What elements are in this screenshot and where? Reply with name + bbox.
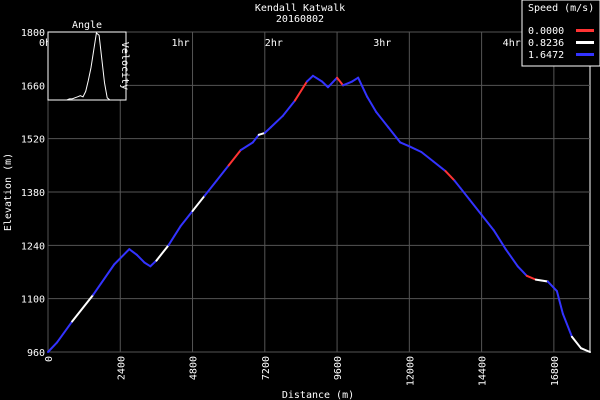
legend-swatch [576,53,594,56]
profile-segment [135,253,146,264]
profile-segment [128,248,138,256]
legend-swatch [576,41,594,44]
legend-label: 0.0000 [528,26,564,37]
profile-segment [321,80,330,89]
profile-segment [432,160,447,173]
y-tick-label: 1240 [21,241,45,252]
profile-segment [420,151,435,163]
y-tick-label: 1800 [21,28,45,39]
profile-segment [251,133,260,144]
y-axis-label: Elevation (m) [3,153,14,231]
inset-frame [47,31,127,101]
profile-segment [525,274,537,281]
profile-segment [399,141,411,148]
profile-segment [408,145,423,153]
profile-segment [468,198,483,216]
profile-segment [47,341,59,353]
profile-segment [203,179,218,197]
profile-segment [387,126,402,144]
profile-segment [570,335,582,350]
profile-segment [555,290,564,315]
legend-swatch [576,29,594,32]
y-tick-label: 1520 [21,135,45,146]
profile-segment [179,210,194,228]
inset-title: Angle [72,20,102,31]
profile-segment [155,244,170,262]
profile-segment [149,259,158,268]
x-tick-label: 2400 [116,356,127,380]
legend-title: Speed (m/s) [528,3,594,14]
profile-segment [281,99,296,117]
profile-segment [113,248,131,266]
profile-segment [444,170,456,182]
time-tick-label: 1hr [171,38,189,49]
profile-segment [257,131,266,136]
profile-segment [504,248,519,268]
x-tick-label: 4800 [189,356,200,380]
profile-segment [357,76,369,98]
profile-segment [546,280,558,293]
profile-segment [375,111,390,129]
profile-segment [453,179,462,190]
y-tick-labels: 960 1100 1240 1380 1520 1660 1800 [21,28,45,359]
x-tick-label: 14400 [478,356,489,386]
profile-segment [227,149,242,167]
y-tick-label: 1660 [21,81,45,92]
chart-subtitle: 20160802 [276,14,324,25]
chart-title: Kendall Katwalk [255,3,345,14]
profile-segment [579,347,591,353]
x-tick-label: 7200 [261,356,272,380]
profile-segment [534,278,549,283]
profile-segment [263,126,272,134]
profile-segment [215,164,230,182]
y-tick-label: 1100 [21,295,45,306]
legend-label: 1.6472 [528,50,564,61]
profile-segment [327,76,339,89]
time-tick-label: 4hr [503,38,521,49]
profile-segment [366,95,378,113]
profile-segment [92,263,116,296]
profile-segment [311,74,324,83]
time-tick-label: 2hr [265,38,283,49]
inset-line [48,32,126,101]
profile-segment [269,114,284,129]
x-tick-label: 16800 [550,356,561,386]
profile-segment [351,76,360,83]
profile-segment [56,320,74,344]
profile-segment [143,261,152,268]
profile-segment [480,213,495,232]
profile-segment [71,293,95,323]
profile-segment [167,225,182,247]
y-tick-label: 960 [27,348,45,359]
profile-segment [342,80,354,87]
profile-segment [239,141,254,152]
profile-segment [336,76,345,87]
x-tick-label: 12000 [405,356,416,386]
grid-lines [47,31,590,353]
y-tick-label: 1380 [21,188,45,199]
time-tick-label: 3hr [373,38,391,49]
profile-segment [305,74,314,83]
x-tick-label: 0 [44,356,55,362]
x-axis-label: Distance (m) [282,390,354,400]
profile-segment [293,80,308,102]
profile-segment [191,194,206,213]
profile-segment [492,229,507,251]
profile-segment [459,187,471,201]
x-tick-label: 9600 [333,356,344,380]
inset-right-label: Velocity [119,42,130,90]
profile-segment [516,265,528,277]
x-tick-labels: 0 2400 4800 7200 9600 12000 14400 16800 [44,356,561,386]
legend-label: 0.8236 [528,38,564,49]
elevation-profile [47,74,591,353]
profile-segment [561,312,573,338]
